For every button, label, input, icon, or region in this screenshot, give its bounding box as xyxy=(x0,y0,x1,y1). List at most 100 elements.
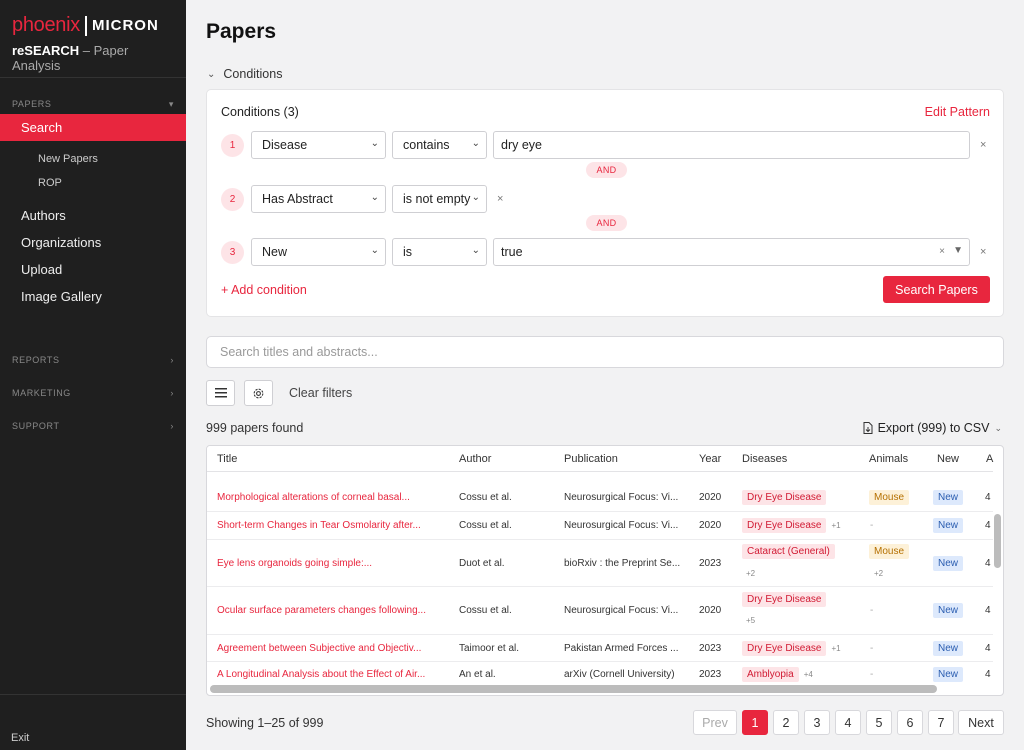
table-row[interactable]: Agreement between Subjective and Objecti… xyxy=(207,635,993,662)
sidebar-item-upload[interactable]: Upload xyxy=(21,262,63,277)
section-support-label: SUPPORT xyxy=(12,421,60,431)
more-diseases-count[interactable]: +2 xyxy=(746,569,756,578)
settings-button[interactable] xyxy=(244,380,273,406)
remove-condition-icon[interactable]: × xyxy=(980,139,987,151)
paper-title-link[interactable]: Agreement between Subjective and Objecti… xyxy=(217,643,422,654)
section-marketing[interactable]: MARKETING › xyxy=(0,384,186,402)
app-subtitle: – Paper Analysis xyxy=(12,43,129,73)
paper-publication: Neurosurgical Focus: Vi... xyxy=(564,520,679,531)
add-condition-link[interactable]: + Add condition xyxy=(221,283,307,297)
sidebar-item-image-gallery[interactable]: Image Gallery xyxy=(21,289,102,304)
more-diseases-count[interactable]: +5 xyxy=(746,616,756,625)
vertical-scrollbar[interactable] xyxy=(993,472,1001,692)
value-input[interactable]: dry eye xyxy=(493,131,970,159)
field-select[interactable]: Has Abstract ⌄ xyxy=(251,185,386,213)
section-reports-label: REPORTS xyxy=(12,355,60,365)
table-row[interactable]: Morphological alterations of corneal bas… xyxy=(207,485,993,512)
disease-tag[interactable]: Dry Eye Disease xyxy=(742,490,827,505)
table-row[interactable]: A Longitudinal Analysis about the Effect… xyxy=(207,662,993,689)
disease-tag[interactable]: Amblyopia xyxy=(742,667,799,682)
more-animals-count[interactable]: +2 xyxy=(874,569,884,578)
value-select[interactable]: true × ▼ xyxy=(493,238,970,266)
operator-select[interactable]: contains ⌄ xyxy=(392,131,487,159)
columns-button[interactable] xyxy=(206,380,235,406)
disease-tag[interactable]: Cataract (General) xyxy=(742,544,835,559)
sidebar-item-new-papers[interactable]: New Papers xyxy=(38,153,98,165)
horizontal-scrollbar[interactable] xyxy=(210,685,937,693)
section-reports[interactable]: REPORTS › xyxy=(0,351,186,369)
condition-row: 1 Disease ⌄ contains ⌄ dry eye × xyxy=(221,131,991,159)
disease-tag[interactable]: Dry Eye Disease xyxy=(742,641,827,656)
logo: phoenix MICRON reSEARCH – Paper Analysis xyxy=(0,0,186,78)
next-page-button[interactable]: Next xyxy=(958,710,1004,735)
column-header-new[interactable]: New xyxy=(937,453,960,465)
sidebar-item-rop[interactable]: ROP xyxy=(38,177,62,189)
column-header-year[interactable]: Year xyxy=(699,453,722,465)
page-button-5[interactable]: 5 xyxy=(866,710,892,735)
more-diseases-count[interactable]: +4 xyxy=(803,670,813,679)
paper-title-link[interactable]: Ocular surface parameters changes follow… xyxy=(217,605,426,616)
new-badge: New xyxy=(933,556,964,571)
clear-value-icon[interactable]: × xyxy=(939,246,945,257)
page-button-6[interactable]: 6 xyxy=(897,710,923,735)
paper-title-link[interactable]: Morphological alterations of corneal bas… xyxy=(217,492,410,503)
paper-title-link[interactable]: Short-term Changes in Tear Osmolarity af… xyxy=(217,520,421,531)
new-cell: New xyxy=(933,556,964,571)
paper-author: Cossu et al. xyxy=(459,605,512,616)
conditions-toggle[interactable]: ⌄ Conditions xyxy=(207,67,282,81)
more-diseases-count[interactable]: +1 xyxy=(831,521,841,530)
a-cell: 4 xyxy=(985,605,991,616)
paper-title-link[interactable]: A Longitudinal Analysis about the Effect… xyxy=(217,669,426,680)
animal-tag[interactable]: Mouse xyxy=(869,490,910,505)
section-support[interactable]: SUPPORT › xyxy=(0,417,186,435)
sidebar-item-authors[interactable]: Authors xyxy=(21,208,66,223)
table-row[interactable]: Short-term Changes in Tear Osmolarity af… xyxy=(207,512,993,540)
column-header-author[interactable]: Author xyxy=(459,453,492,465)
column-header-a[interactable]: A xyxy=(986,453,994,465)
page-button-3[interactable]: 3 xyxy=(804,710,830,735)
field-select[interactable]: Disease ⌄ xyxy=(251,131,386,159)
animal-cell: Mouse xyxy=(869,490,910,505)
disease-tag[interactable]: Dry Eye Disease xyxy=(742,518,827,533)
sidebar-item-search[interactable]: Search xyxy=(0,114,186,141)
dropdown-triangle-icon[interactable]: ▼ xyxy=(953,245,963,256)
operator-select-value: is not empty xyxy=(403,192,471,206)
condition-row: 3 New ⌄ is ⌄ true × ▼ × xyxy=(221,238,991,266)
column-header-diseases[interactable]: Diseases xyxy=(742,453,788,465)
operator-select[interactable]: is ⌄ xyxy=(392,238,487,266)
column-header-animals[interactable]: Animals xyxy=(869,453,909,465)
operator-select[interactable]: is not empty ⌄ xyxy=(392,185,487,213)
search-papers-button[interactable]: Search Papers xyxy=(883,276,990,303)
column-header-title[interactable]: Title xyxy=(217,453,238,465)
section-papers[interactable]: PAPERS ▾ xyxy=(0,95,186,113)
edit-pattern-link[interactable]: Edit Pattern xyxy=(924,105,990,119)
field-select[interactable]: New ⌄ xyxy=(251,238,386,266)
export-csv-button[interactable]: Export (999) to CSV ⌄ xyxy=(863,421,1002,435)
more-diseases-count[interactable]: +1 xyxy=(831,644,841,653)
page-button-4[interactable]: 4 xyxy=(835,710,861,735)
page-button-2[interactable]: 2 xyxy=(773,710,799,735)
clear-filters-button[interactable]: Clear filters xyxy=(289,386,353,400)
disease-cell: Dry Eye Disease +1 xyxy=(742,641,841,656)
remove-condition-icon[interactable]: × xyxy=(980,246,987,258)
page-button-7[interactable]: 7 xyxy=(928,710,954,735)
and-operator[interactable]: AND xyxy=(586,162,627,178)
disease-tag[interactable]: Dry Eye Disease xyxy=(742,592,827,607)
exit-link[interactable]: Exit xyxy=(11,732,30,744)
column-header-publication[interactable]: Publication xyxy=(564,453,618,465)
field-select-value: Has Abstract xyxy=(262,192,333,206)
remove-condition-icon[interactable]: × xyxy=(497,193,504,205)
chevron-right-icon: › xyxy=(170,388,174,398)
page-button-1[interactable]: 1 xyxy=(742,710,768,735)
table-row[interactable]: Ocular surface parameters changes follow… xyxy=(207,587,993,635)
papers-table: Title Author Publication Year Diseases A… xyxy=(206,445,1004,696)
animal-tag[interactable]: Mouse xyxy=(869,544,910,559)
paper-title-link[interactable]: Eye lens organoids going simple:... xyxy=(217,558,373,569)
prev-page-button[interactable]: Prev xyxy=(693,710,737,735)
table-row[interactable]: Eye lens organoids going simple:... Duot… xyxy=(207,540,993,587)
search-input[interactable]: Search titles and abstracts... xyxy=(206,336,1004,368)
and-operator[interactable]: AND xyxy=(586,215,627,231)
sidebar-item-organizations[interactable]: Organizations xyxy=(21,235,102,250)
vertical-scrollbar-thumb[interactable] xyxy=(994,514,1001,568)
menu-icon xyxy=(214,388,227,398)
